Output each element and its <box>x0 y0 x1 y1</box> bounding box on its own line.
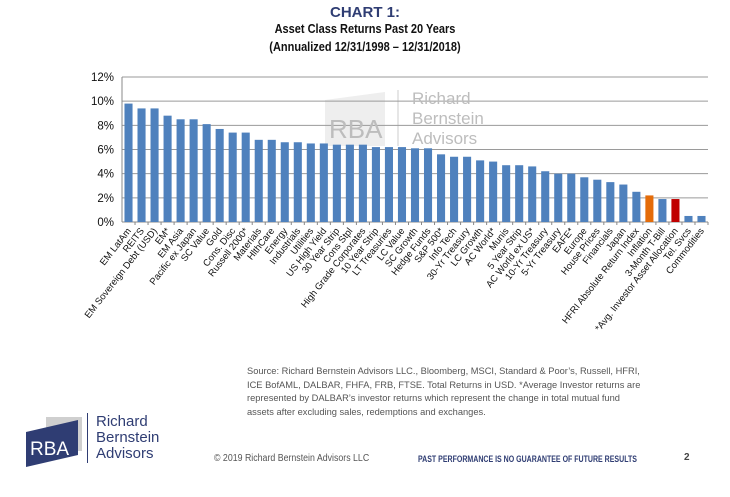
logo-line3: Advisors <box>96 445 154 462</box>
page-number: 2 <box>684 452 690 463</box>
bar <box>137 108 146 222</box>
bar <box>697 215 706 222</box>
bar <box>384 147 393 222</box>
bar <box>632 191 641 222</box>
chart-title: CHART 1: <box>330 4 400 21</box>
y-tick-label: 4% <box>97 169 114 181</box>
bar <box>423 148 433 222</box>
bar <box>567 173 576 222</box>
bar <box>163 115 172 222</box>
bar <box>306 143 315 222</box>
bar <box>671 199 680 222</box>
y-tick-label: 8% <box>97 120 114 132</box>
bar <box>476 160 485 222</box>
bar <box>606 182 615 222</box>
bar <box>241 132 250 222</box>
watermark-line2: Bernstein <box>412 109 484 128</box>
bar <box>371 147 380 222</box>
bar <box>150 108 159 222</box>
bar <box>254 139 263 222</box>
bar <box>319 143 328 222</box>
bar <box>332 144 341 222</box>
bar <box>515 165 524 222</box>
bar <box>450 156 459 222</box>
bar <box>489 161 498 222</box>
bar <box>619 184 628 222</box>
rba-logo: RBA <box>26 417 82 467</box>
bar <box>267 139 276 222</box>
bar <box>189 119 198 222</box>
chart-subtitle: Asset Class Returns Past 20 Years <box>274 22 456 36</box>
bar <box>293 142 302 222</box>
y-tick-label: 2% <box>97 193 114 205</box>
bar <box>358 144 367 222</box>
bar <box>502 165 511 222</box>
y-tick-label: 10% <box>91 96 114 108</box>
bar <box>541 171 550 222</box>
watermark-line3: Advisors <box>412 129 477 148</box>
bar <box>397 147 407 222</box>
bar <box>437 154 446 222</box>
bar-chart: RBA Richard Bernstein Advisors 0% 2% 4% 6% 8… <box>83 72 709 334</box>
bar <box>280 142 289 222</box>
watermark: RBA Richard Bernstein Advisors <box>329 89 484 148</box>
source-note: Source: Richard Bernstein Advisors LLC.,… <box>247 366 641 417</box>
bar <box>410 148 420 222</box>
y-tick-label: 6% <box>97 145 114 157</box>
bar <box>345 144 354 222</box>
logo-text: Richard Bernstein Advisors <box>96 414 159 462</box>
bar <box>554 173 563 222</box>
y-tick-label: 12% <box>91 72 114 84</box>
logo-line1: Richard <box>96 413 148 430</box>
bar <box>684 215 693 222</box>
bar <box>202 124 211 222</box>
copyright: © 2019 Richard Bernstein Advisors LLC <box>214 453 370 464</box>
watermark-line1: Richard <box>412 89 471 108</box>
bar <box>215 128 224 222</box>
bar <box>658 199 667 222</box>
bar <box>176 119 185 222</box>
chart-date-range: (Annualized 12/31/1998 – 12/31/2018) <box>269 40 461 54</box>
bar <box>463 156 472 222</box>
bar <box>528 166 537 222</box>
watermark-letters: RBA <box>329 114 383 144</box>
disclaimer: PAST PERFORMANCE IS NO GUARANTEE OF FUTU… <box>418 454 637 464</box>
watermark-block <box>325 90 399 146</box>
bar <box>593 179 602 222</box>
logo-divider <box>87 413 88 463</box>
bar <box>124 103 133 222</box>
bar <box>580 177 589 222</box>
y-tick-label: 0% <box>97 217 114 229</box>
bar <box>228 132 237 222</box>
logo-line2: Bernstein <box>96 429 160 446</box>
logo-letters: RBA <box>30 439 69 460</box>
bar <box>645 195 654 222</box>
